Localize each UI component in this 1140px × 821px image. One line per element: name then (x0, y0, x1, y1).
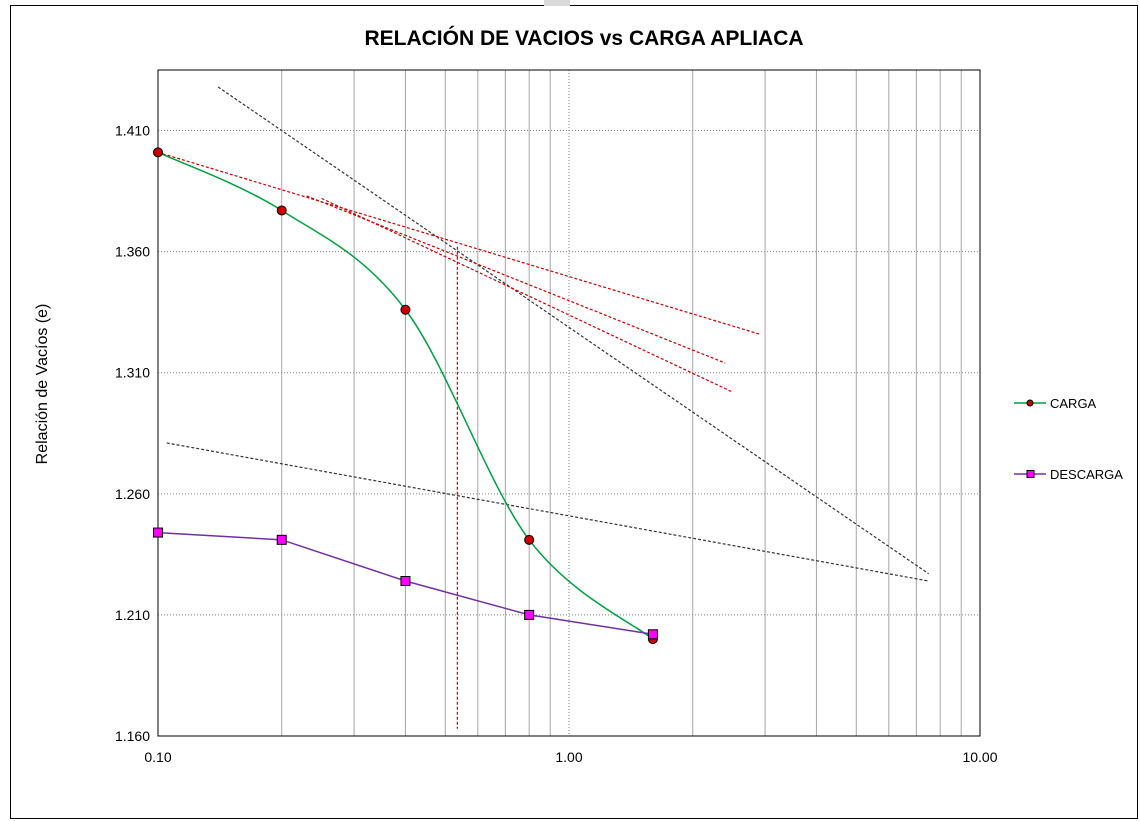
y-tick-label: 1.410 (115, 123, 150, 139)
grid (158, 70, 980, 736)
data-point-carga (276, 205, 287, 216)
y-tick-label: 1.260 (115, 486, 150, 502)
legend-marker-carga (1026, 399, 1034, 407)
data-point-descarga (153, 527, 163, 538)
chart-title: RELACIÓN DE VACIOS vs CARGA APLIACA (364, 26, 803, 50)
top-edge-mark (544, 0, 570, 6)
data-point-descarga (276, 534, 287, 545)
x-tick-label: 10.00 (962, 749, 997, 765)
construction-line (166, 442, 929, 582)
data-point-descarga (524, 609, 535, 620)
data-point-descarga (400, 576, 411, 587)
plot-area (157, 69, 981, 737)
construction-line (321, 197, 733, 393)
series-line-carga (157, 151, 654, 640)
data-point-carga (153, 147, 163, 158)
legend-marker-descarga (1026, 470, 1035, 478)
legend: CARGA DESCARGA (1014, 396, 1123, 482)
y-tick-label: 1.310 (115, 365, 150, 381)
x-tick-label: 0.10 (144, 749, 171, 765)
legend-label-carga: CARGA (1050, 396, 1097, 411)
series (153, 147, 658, 645)
tick-labels: 1.160 1.210 1.260 1.310 1.360 1.410 0.10 1.00 10… (115, 123, 998, 765)
data-point-descarga (647, 629, 658, 640)
legend-label-descarga: DESCARGA (1050, 467, 1123, 482)
y-axis-label: Relación de Vacíos (e) (34, 304, 51, 465)
construction-lines (157, 86, 929, 729)
construction-line (157, 151, 760, 335)
construction-line (217, 86, 929, 575)
y-tick-label: 1.210 (115, 607, 150, 623)
chart-frame (10, 5, 1138, 819)
data-point-carga (400, 304, 411, 315)
data-point-carga (524, 534, 535, 545)
y-tick-label: 1.160 (115, 728, 150, 744)
y-tick-label: 1.360 (115, 244, 150, 260)
x-tick-label: 1.00 (555, 749, 582, 765)
